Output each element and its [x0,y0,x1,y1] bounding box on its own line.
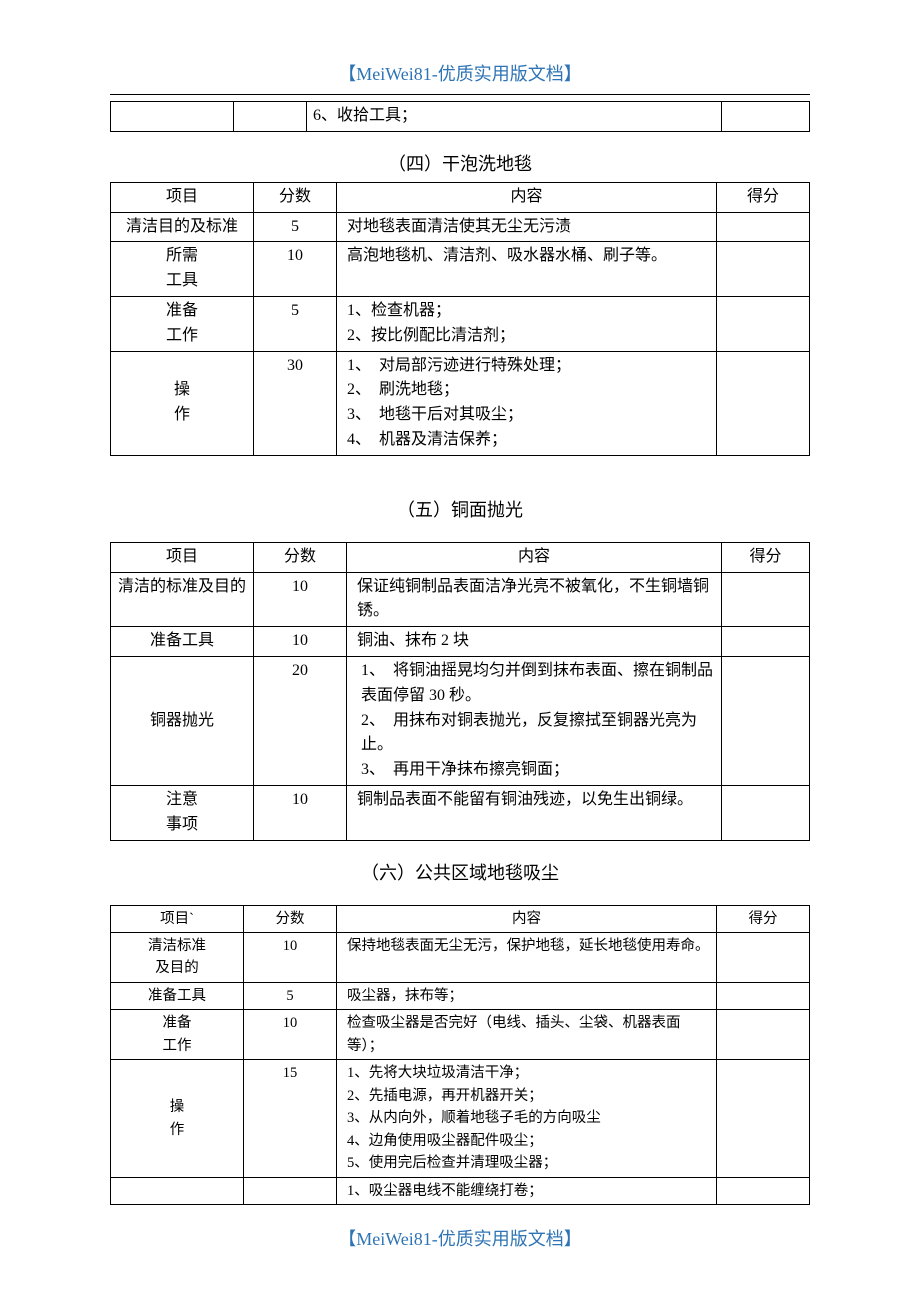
cell-content: 保持地毯表面无尘无污，保护地毯，延长地毯使用寿命。 [337,933,717,983]
table-row: 所需工具 10 高泡地毯机、清洁剂、吸水器水桶、刷子等。 [111,242,810,297]
table-row: 操作 15 1、先将大块垃圾清洁干净；2、先插电源，再开机器开关；3、从内向外，… [111,1060,810,1177]
cell-got [717,212,810,242]
cell-score: 20 [254,656,347,785]
cell-score: 10 [244,1010,337,1060]
cell-proj: 清洁的标准及目的 [111,572,254,627]
cell-proj: 清洁目的及标准 [111,212,254,242]
col-header: 分数 [244,905,337,932]
cell-content: 1、检查机器；2、按比例配比清洁剂； [337,296,717,351]
cell-got [717,351,810,455]
cell-content: 1、先将大块垃圾清洁干净；2、先插电源，再开机器开关；3、从内向外，顺着地毯子毛… [337,1060,717,1177]
cell-empty [234,102,307,132]
section4-table: 项目 分数 内容 得分 清洁目的及标准 5 对地毯表面清洁使其无尘无污渍 所需工… [110,182,810,456]
table-row: 1、吸尘器电线不能缠绕打卷； [111,1177,810,1204]
col-header: 内容 [337,182,717,212]
header-rule [110,94,810,95]
cell-got [717,982,810,1009]
col-header: 得分 [722,542,810,572]
cell-content: 1、 将铜油摇晃均匀并倒到抹布表面、擦在铜制品表面停留 30 秒。2、 用抹布对… [347,656,722,785]
table-row: 操作 30 1、 对局部污迹进行特殊处理；2、 刷洗地毯；3、 地毯干后对其吸尘… [111,351,810,455]
cell-got [717,1060,810,1177]
table-row: 清洁目的及标准 5 对地毯表面清洁使其无尘无污渍 [111,212,810,242]
col-header: 内容 [347,542,722,572]
col-header: 项目 [111,542,254,572]
table-row: 准备工具 10 铜油、抹布 2 块 [111,627,810,657]
cell-score: 10 [254,785,347,840]
cell-got [717,1010,810,1060]
cell-content: 铜制品表面不能留有铜油残迹，以免生出铜绿。 [347,785,722,840]
cell-proj: 注意事项 [111,785,254,840]
cell-got [722,627,810,657]
cell-content: 1、 对局部污迹进行特殊处理；2、 刷洗地毯；3、 地毯干后对其吸尘；4、 机器… [337,351,717,455]
cell-proj: 所需工具 [111,242,254,297]
cell-score: 10 [254,572,347,627]
document-page: 【MeiWei81-优质实用版文档】 6、收拾工具； （四）干泡洗地毯 项目 分… [0,0,920,1301]
cell-content: 6、收拾工具； [307,102,722,132]
table-row: 准备工具 5 吸尘器，抹布等； [111,982,810,1009]
cell-score: 5 [244,982,337,1009]
fragment-table: 6、收拾工具； [110,101,810,132]
cell-score: 15 [244,1060,337,1177]
cell-proj: 准备工作 [111,296,254,351]
table-row: 准备工作 10 检查吸尘器是否完好（电线、插头、尘袋、机器表面等）； [111,1010,810,1060]
cell-score: 30 [254,351,337,455]
cell-proj: 操作 [111,1060,244,1177]
cell-content: 检查吸尘器是否完好（电线、插头、尘袋、机器表面等）； [337,1010,717,1060]
cell-content: 保证纯铜制品表面洁净光亮不被氧化，不生铜墙铜锈。 [347,572,722,627]
cell-score: 5 [254,212,337,242]
cell-got [717,242,810,297]
table-row: 铜器抛光 20 1、 将铜油摇晃均匀并倒到抹布表面、擦在铜制品表面停留 30 秒… [111,656,810,785]
cell-content: 1、吸尘器电线不能缠绕打卷； [337,1177,717,1204]
col-header: 项目 [111,182,254,212]
section5-table: 项目 分数 内容 得分 清洁的标准及目的 10 保证纯铜制品表面洁净光亮不被氧化… [110,542,810,841]
table-row: 准备工作 5 1、检查机器；2、按比例配比清洁剂； [111,296,810,351]
cell-content: 铜油、抹布 2 块 [347,627,722,657]
cell-got [717,1177,810,1204]
cell-score: 5 [254,296,337,351]
section4-title: （四）干泡洗地毯 [110,150,810,176]
table-row: 6、收拾工具； [111,102,810,132]
table-header-row: 项目 分数 内容 得分 [111,542,810,572]
section6-title: （六）公共区域地毯吸尘 [110,859,810,885]
col-header: 项目` [111,905,244,932]
page-header: 【MeiWei81-优质实用版文档】 [110,60,810,86]
cell-proj: 准备工具 [111,627,254,657]
col-header: 内容 [337,905,717,932]
col-header: 分数 [254,542,347,572]
cell-proj: 准备工作 [111,1010,244,1060]
cell-content: 高泡地毯机、清洁剂、吸水器水桶、刷子等。 [337,242,717,297]
table-header-row: 项目` 分数 内容 得分 [111,905,810,932]
col-header: 得分 [717,182,810,212]
cell-empty [722,102,810,132]
cell-proj: 铜器抛光 [111,656,254,785]
col-header: 得分 [717,905,810,932]
cell-proj [111,1177,244,1204]
cell-got [717,933,810,983]
cell-got [722,785,810,840]
cell-got [722,656,810,785]
cell-proj: 准备工具 [111,982,244,1009]
cell-got [717,296,810,351]
cell-proj: 操作 [111,351,254,455]
section5-title: （五）铜面抛光 [110,496,810,522]
cell-score: 10 [244,933,337,983]
table-row: 清洁标准及目的 10 保持地毯表面无尘无污，保护地毯，延长地毯使用寿命。 [111,933,810,983]
cell-empty [111,102,234,132]
page-footer: 【MeiWei81-优质实用版文档】 [110,1225,810,1251]
cell-score: 10 [254,627,347,657]
section6-table: 项目` 分数 内容 得分 清洁标准及目的 10 保持地毯表面无尘无污，保护地毯，… [110,905,810,1206]
table-row: 清洁的标准及目的 10 保证纯铜制品表面洁净光亮不被氧化，不生铜墙铜锈。 [111,572,810,627]
table-row: 注意事项 10 铜制品表面不能留有铜油残迹，以免生出铜绿。 [111,785,810,840]
cell-proj: 清洁标准及目的 [111,933,244,983]
cell-got [722,572,810,627]
table-header-row: 项目 分数 内容 得分 [111,182,810,212]
col-header: 分数 [254,182,337,212]
cell-score: 10 [254,242,337,297]
cell-score [244,1177,337,1204]
cell-content: 吸尘器，抹布等； [337,982,717,1009]
cell-content: 对地毯表面清洁使其无尘无污渍 [337,212,717,242]
